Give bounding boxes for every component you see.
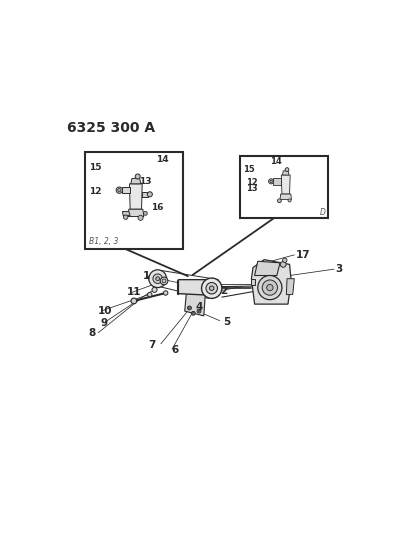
Text: 12: 12 <box>88 187 101 196</box>
Circle shape <box>131 298 136 304</box>
Circle shape <box>269 180 272 183</box>
Polygon shape <box>178 280 218 295</box>
Circle shape <box>123 215 128 220</box>
Polygon shape <box>130 179 141 184</box>
Polygon shape <box>184 294 205 316</box>
Circle shape <box>284 168 288 172</box>
Text: 5: 5 <box>222 317 229 327</box>
Polygon shape <box>121 187 130 193</box>
Text: 15: 15 <box>243 165 255 174</box>
Text: 14: 14 <box>270 157 281 166</box>
Text: 16: 16 <box>151 203 164 212</box>
Text: 14: 14 <box>156 155 169 164</box>
Text: 13: 13 <box>138 177 151 187</box>
Text: D: D <box>319 208 325 217</box>
Circle shape <box>148 270 166 288</box>
Text: 11: 11 <box>126 287 141 297</box>
Circle shape <box>147 192 152 197</box>
Circle shape <box>147 293 152 297</box>
Polygon shape <box>254 261 279 276</box>
Polygon shape <box>251 279 254 285</box>
Text: 8: 8 <box>88 328 96 338</box>
Circle shape <box>192 312 194 314</box>
Circle shape <box>153 274 162 284</box>
Polygon shape <box>272 178 281 184</box>
Circle shape <box>155 277 159 280</box>
Polygon shape <box>129 184 142 209</box>
Circle shape <box>201 278 221 298</box>
Bar <box>84 151 183 248</box>
Polygon shape <box>282 171 288 175</box>
Polygon shape <box>285 279 294 295</box>
Polygon shape <box>251 260 290 304</box>
Text: 4: 4 <box>196 302 203 312</box>
Polygon shape <box>176 280 178 294</box>
Text: 17: 17 <box>295 250 310 260</box>
Text: 10: 10 <box>97 306 112 316</box>
Circle shape <box>197 309 200 313</box>
Text: 6: 6 <box>171 345 178 355</box>
Circle shape <box>257 276 281 300</box>
Circle shape <box>138 215 143 220</box>
Circle shape <box>282 258 286 262</box>
Circle shape <box>162 279 166 283</box>
Circle shape <box>143 212 147 215</box>
Text: 7: 7 <box>148 340 156 350</box>
Polygon shape <box>279 194 291 199</box>
Circle shape <box>205 282 217 294</box>
Circle shape <box>268 179 273 184</box>
Circle shape <box>191 311 195 315</box>
Text: 13: 13 <box>245 184 257 192</box>
Text: 15: 15 <box>89 163 101 172</box>
Text: 6325 300 A: 6325 300 A <box>67 122 155 135</box>
Text: 1: 1 <box>142 271 149 281</box>
Circle shape <box>160 277 167 285</box>
Circle shape <box>188 307 190 309</box>
Circle shape <box>152 287 157 293</box>
Circle shape <box>262 280 277 295</box>
Text: 9: 9 <box>100 318 108 328</box>
Circle shape <box>198 310 200 312</box>
Circle shape <box>116 187 122 193</box>
Circle shape <box>117 189 121 192</box>
Circle shape <box>277 199 281 203</box>
Text: 2: 2 <box>219 286 226 296</box>
Polygon shape <box>128 209 144 216</box>
Text: 12: 12 <box>245 178 257 187</box>
Circle shape <box>187 306 191 310</box>
Circle shape <box>209 286 213 290</box>
Circle shape <box>280 262 285 267</box>
Polygon shape <box>122 212 130 215</box>
Circle shape <box>287 199 290 202</box>
Text: B1, 2, 3: B1, 2, 3 <box>88 237 118 246</box>
Circle shape <box>135 174 140 179</box>
Polygon shape <box>141 192 148 197</box>
Text: 3: 3 <box>335 264 342 274</box>
Polygon shape <box>281 175 290 194</box>
Circle shape <box>266 285 272 291</box>
Circle shape <box>163 291 167 295</box>
Bar <box>240 156 327 219</box>
